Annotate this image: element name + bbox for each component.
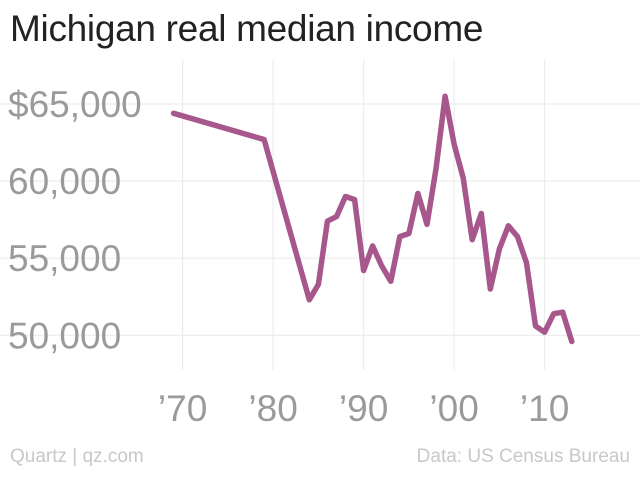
- data-source: Data: US Census Bureau: [416, 446, 630, 467]
- y-tick-label: 55,000: [8, 238, 121, 279]
- x-tick-label: ’00: [429, 388, 478, 429]
- chart-title: Michigan real median income: [10, 8, 484, 49]
- source-credit: Quartz | qz.com: [10, 446, 144, 467]
- income-line: [170, 93, 575, 345]
- x-tick-label: ’90: [339, 388, 388, 429]
- x-axis-tick-labels: ’70 ’80 ’90 ’00 ’10: [158, 388, 569, 429]
- y-tick-label: 50,000: [8, 315, 121, 356]
- x-tick-label: ’80: [248, 388, 297, 429]
- y-gridlines: [0, 103, 640, 336]
- series-lines: [170, 93, 575, 345]
- y-tick-label: 60,000: [8, 161, 121, 202]
- x-tick-label: ’70: [158, 388, 207, 429]
- y-tick-label: $65,000: [8, 84, 142, 125]
- y-axis-tick-labels: $65,000 60,000 55,000 50,000: [8, 84, 142, 356]
- x-gridlines: [182, 60, 546, 370]
- x-tick-label: ’10: [520, 388, 569, 429]
